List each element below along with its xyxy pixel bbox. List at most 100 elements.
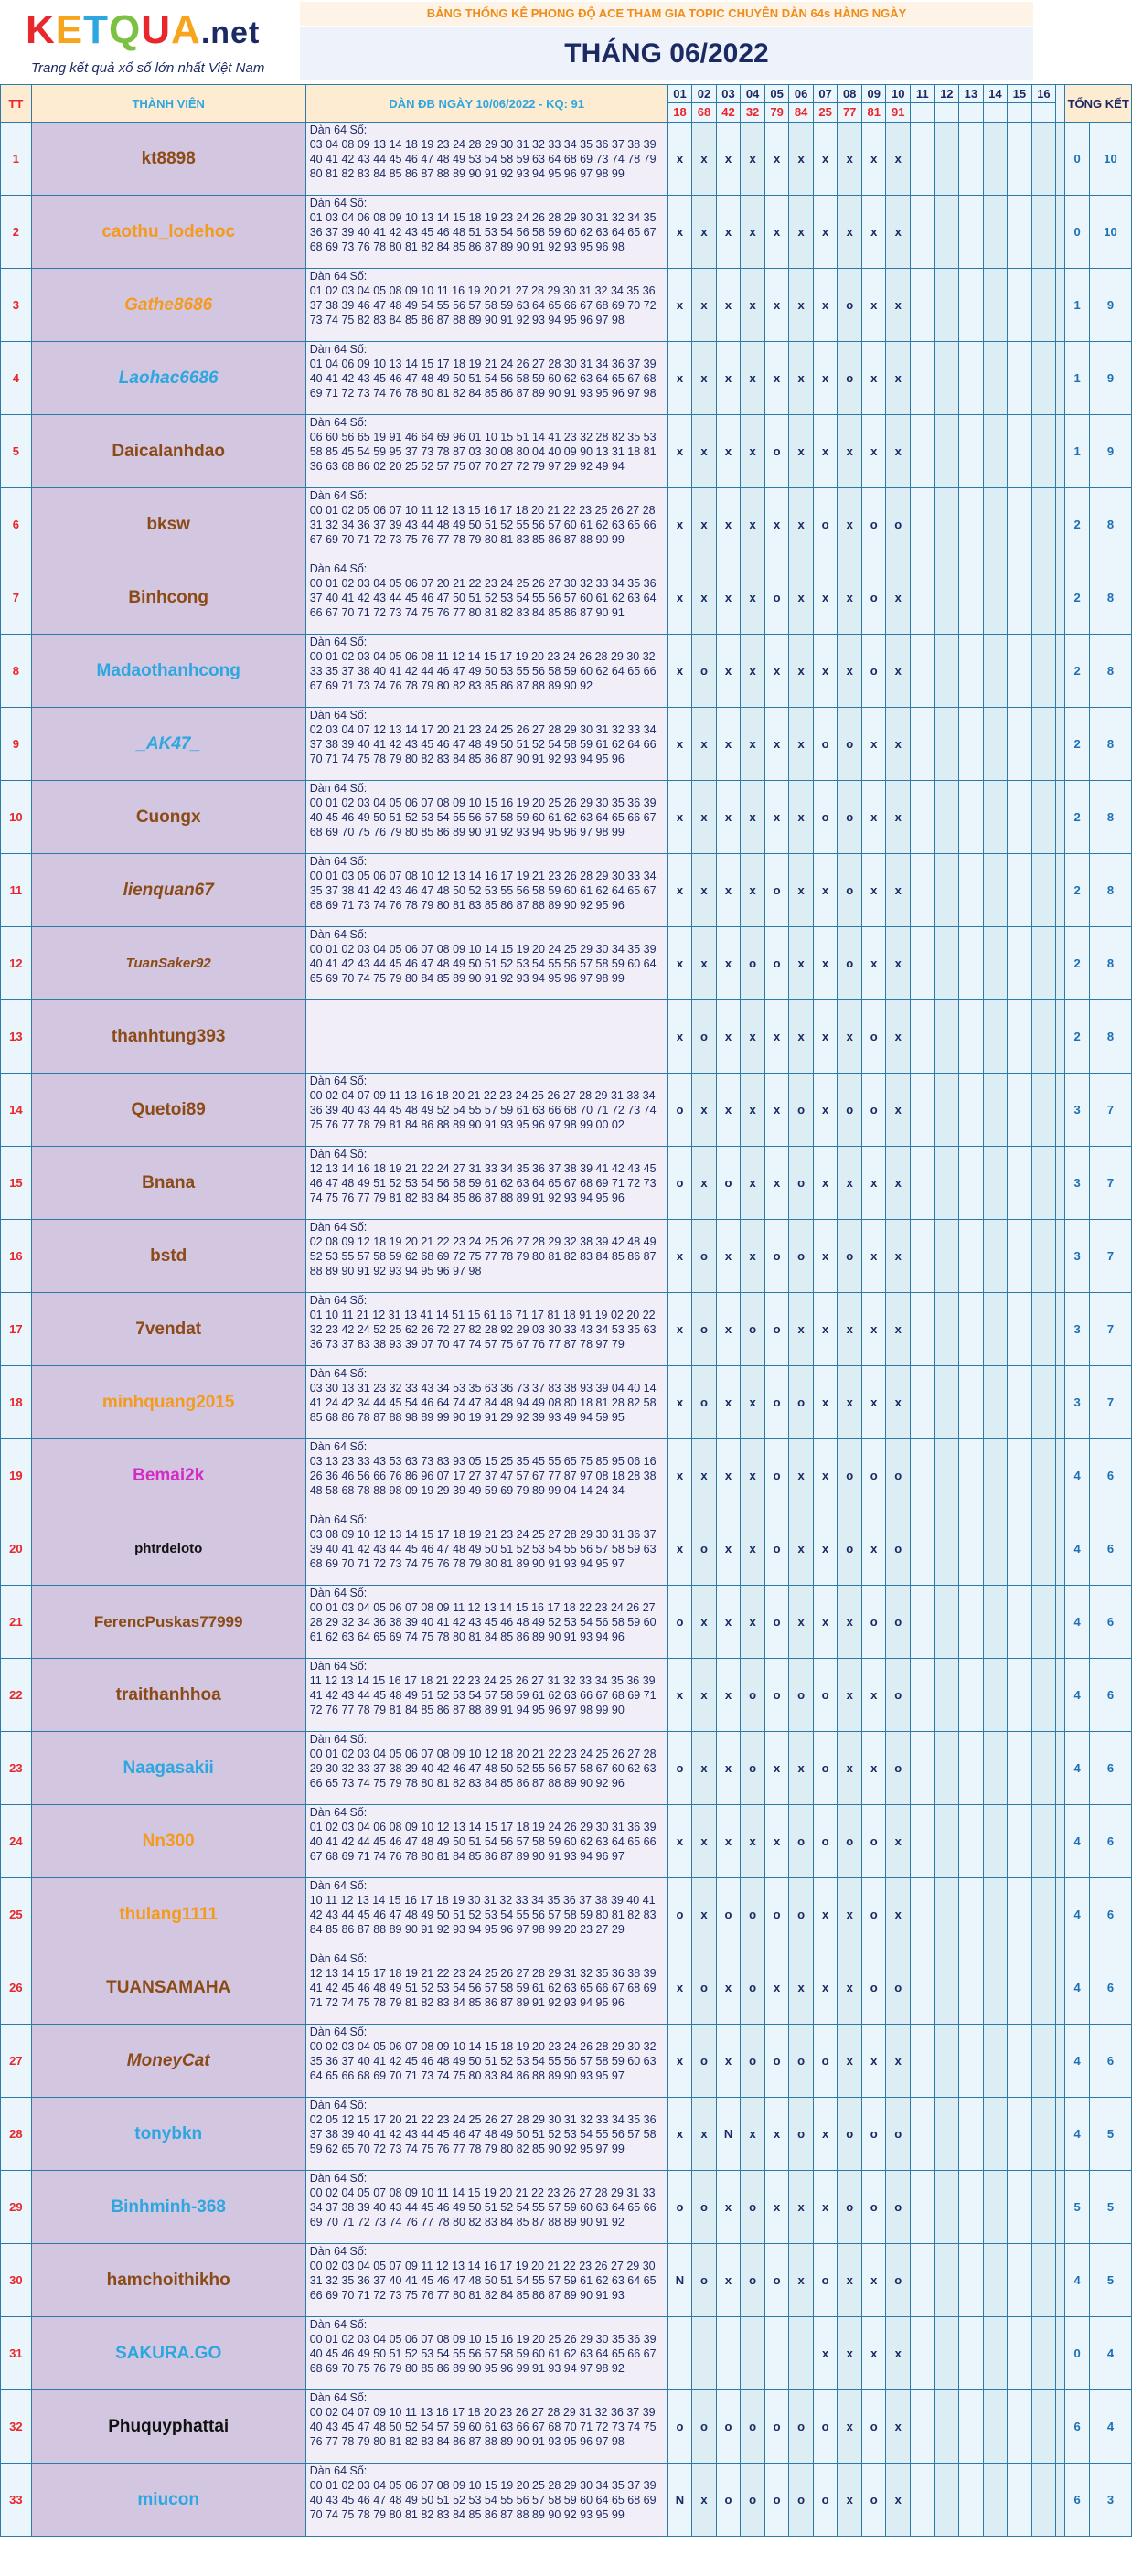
member-name[interactable]: minhquang2015: [30, 1365, 306, 1439]
member-name[interactable]: tonybkn: [30, 2097, 306, 2171]
day-number: 10: [886, 86, 910, 103]
day-mark: x: [837, 122, 862, 196]
day-mark: x: [740, 2097, 765, 2171]
logo-wordmark: KETQUA.net: [26, 7, 261, 52]
day-mark: [982, 707, 1009, 781]
day-mark: [958, 1658, 984, 1732]
member-name[interactable]: Binhminh-368: [30, 2170, 306, 2244]
member-name[interactable]: lienquan67: [30, 853, 306, 927]
day-mark: x: [764, 780, 790, 854]
member-name[interactable]: bstd: [30, 1219, 306, 1293]
day-mark: x: [885, 561, 912, 635]
day-mark: x: [885, 1146, 912, 1220]
member-name[interactable]: bksw: [30, 487, 306, 561]
day-mark: [958, 707, 984, 781]
member-name[interactable]: kt8898: [30, 122, 306, 196]
day-mark: o: [691, 1365, 717, 1439]
member-name[interactable]: Bnana: [30, 1146, 306, 1220]
ketqua-logo[interactable]: KETQUA.net Trang kết quả xổ số lớn nhất …: [4, 4, 298, 80]
spacer-cell: [1055, 487, 1066, 561]
day-mark: o: [691, 1292, 717, 1366]
day-mark: [1031, 1658, 1057, 1732]
member-name[interactable]: Binhcong: [30, 561, 306, 635]
day-mark: x: [788, 2170, 814, 2244]
member-name[interactable]: Madaothanhcong: [30, 634, 306, 708]
day-mark: x: [715, 561, 742, 635]
day-mark: x: [812, 341, 838, 415]
member-name[interactable]: phtrdeloto: [30, 1512, 306, 1586]
member-name[interactable]: Naagasakii: [30, 1731, 306, 1805]
member-name[interactable]: _AK47_: [30, 707, 306, 781]
member-name[interactable]: TuanSaker92: [30, 926, 306, 1000]
spacer-cell: [1055, 780, 1066, 854]
member-name[interactable]: FerencPuskas77999: [30, 1585, 306, 1659]
day-mark: o: [788, 2463, 814, 2537]
table-row: 28 tonybkn Dàn 64 Số: 02 05 12 15 17 20 21…: [0, 2097, 1132, 2171]
member-name[interactable]: traithanhhoa: [30, 1658, 306, 1732]
day-mark: x: [740, 1512, 765, 1586]
day-mark: [958, 2389, 984, 2464]
member-name[interactable]: 7vendat: [30, 1292, 306, 1366]
dan-cell: Dàn 64 Số: 01 04 06 09 10 13 14 15 17 18…: [304, 341, 668, 415]
member-name[interactable]: miucon: [30, 2463, 306, 2537]
day-mark: o: [667, 1877, 693, 1951]
member-name[interactable]: Gathe8686: [30, 268, 306, 342]
day-mark: x: [715, 1658, 742, 1732]
day-mark: o: [860, 634, 887, 708]
day-mark: x: [788, 341, 814, 415]
day-mark: x: [885, 2316, 912, 2390]
day-mark: [910, 487, 935, 561]
day-mark: x: [837, 1585, 862, 1659]
member-name[interactable]: TUANSAMAHA: [30, 1951, 306, 2025]
day-mark: o: [837, 1219, 862, 1293]
stats-table: TT THÀNH VIÊN DÀN ĐB NGÀY 10/06/2022 - K…: [0, 84, 1132, 2537]
day-mark: [1007, 1877, 1032, 1951]
day-mark: o: [691, 2243, 717, 2317]
total-score: 9: [1088, 268, 1132, 342]
day-mark: x: [812, 1292, 838, 1366]
day-mark: o: [715, 1146, 742, 1220]
dan-cell: Dàn 64 Số: 01 10 11 21 12 31 13 41 14 51…: [304, 1292, 668, 1366]
table-row: 10 Cuongx Dàn 64 Số: 00 01 02 03 04 05 06 …: [0, 780, 1132, 854]
row-index: 29: [0, 2170, 32, 2244]
day-mark: o: [860, 487, 887, 561]
total-score: 4: [1088, 2316, 1132, 2390]
table-row: 4 Laohac6686 Dàn 64 Số: 01 04 06 09 10 13 …: [0, 341, 1132, 415]
member-name[interactable]: hamchoithikho: [30, 2243, 306, 2317]
member-name[interactable]: SAKURA.GO: [30, 2316, 306, 2390]
day-number: 02: [692, 86, 716, 103]
table-row: 32 Phuquyphattai Dàn 64 Số: 00 02 04 07 09…: [0, 2389, 1132, 2464]
day-mark: [1007, 268, 1032, 342]
day-header-11: 11: [910, 84, 935, 123]
member-name[interactable]: Daicalanhdao: [30, 414, 306, 488]
day-mark: [1031, 2463, 1057, 2537]
member-name[interactable]: Bemai2k: [30, 1438, 306, 1512]
day-mark: x: [860, 926, 887, 1000]
day-mark: [934, 1292, 960, 1366]
day-mark: [1007, 2097, 1032, 2171]
day-mark: o: [885, 2243, 912, 2317]
day-mark: [1031, 2316, 1057, 2390]
total-score: 6: [1088, 1585, 1132, 1659]
member-name[interactable]: Quetoi89: [30, 1073, 306, 1147]
member-name[interactable]: caothu_lodehoc: [30, 195, 306, 269]
total-hit: 1: [1064, 268, 1090, 342]
day-mark: x: [788, 1438, 814, 1512]
member-name[interactable]: thanhtung393: [30, 999, 306, 1074]
member-name[interactable]: thulang1111: [30, 1877, 306, 1951]
day-mark: x: [715, 1585, 742, 1659]
day-mark: x: [715, 341, 742, 415]
member-name[interactable]: Phuquyphattai: [30, 2389, 306, 2464]
member-name[interactable]: Laohac6686: [30, 341, 306, 415]
day-mark: [1007, 2170, 1032, 2244]
day-mark: x: [764, 268, 790, 342]
day-mark: o: [860, 1073, 887, 1147]
day-mark: o: [764, 2389, 790, 2464]
member-name[interactable]: Cuongx: [30, 780, 306, 854]
member-name[interactable]: MoneyCat: [30, 2024, 306, 2098]
day-mark: [958, 780, 984, 854]
member-name[interactable]: Nn300: [30, 1804, 306, 1878]
day-mark: [764, 2316, 790, 2390]
total-score: 7: [1088, 1146, 1132, 1220]
total-hit: 2: [1064, 999, 1090, 1074]
